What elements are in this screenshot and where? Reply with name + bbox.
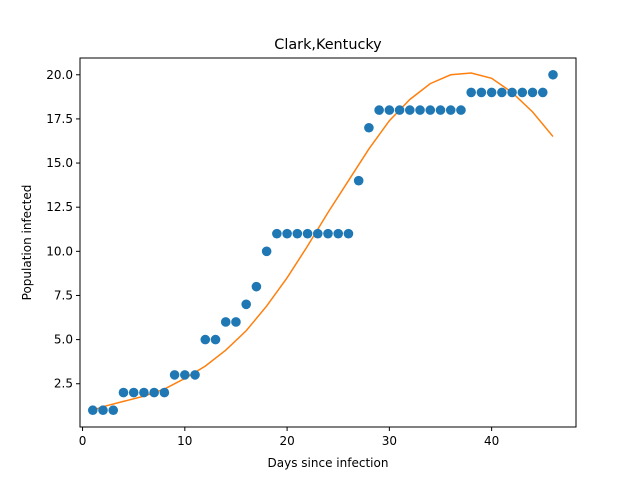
data-point — [476, 87, 487, 98]
data-point — [200, 334, 211, 345]
y-axis-label: Population infected — [20, 185, 34, 301]
data-point — [159, 387, 170, 398]
x-axis-label: Days since infection — [268, 456, 389, 470]
data-point — [128, 387, 139, 398]
data-point — [108, 405, 119, 416]
chart-title: Clark,Kentucky — [274, 37, 382, 53]
data-point — [282, 228, 292, 239]
data-point — [415, 105, 425, 115]
data-point — [180, 370, 190, 380]
data-point — [190, 370, 200, 380]
data-point — [364, 122, 374, 133]
data-point — [231, 317, 241, 327]
data-point — [312, 228, 323, 239]
y-tick-label: 2.5 — [54, 377, 73, 391]
data-point — [466, 87, 476, 98]
data-point — [353, 175, 364, 186]
data-point — [292, 228, 303, 239]
data-point — [251, 281, 262, 292]
fit-line — [92, 72, 554, 411]
data-point — [210, 334, 221, 345]
y-tick-label: 15.0 — [46, 156, 73, 170]
data-point — [537, 87, 548, 98]
data-point — [261, 246, 272, 257]
data-point — [394, 105, 405, 115]
x-tick-label: 40 — [484, 434, 499, 448]
x-tick-label: 20 — [279, 434, 294, 448]
data-point — [98, 405, 108, 416]
y-tick-label: 7.5 — [54, 288, 73, 302]
data-point — [343, 228, 354, 239]
data-point — [139, 387, 149, 398]
data-point — [272, 228, 282, 239]
data-point — [220, 317, 231, 327]
data-point — [405, 105, 415, 115]
y-tick-label: 12.5 — [46, 200, 73, 214]
data-point — [456, 105, 466, 115]
x-tick-label: 0 — [79, 434, 87, 448]
data-point — [241, 299, 251, 310]
plot-area — [87, 69, 558, 416]
data-point — [333, 228, 344, 239]
data-point — [323, 228, 333, 239]
y-tick-label: 10.0 — [46, 244, 73, 258]
data-point — [435, 105, 446, 115]
data-point — [517, 87, 528, 98]
data-point — [445, 105, 456, 115]
plot-frame — [79, 57, 577, 428]
data-point — [149, 387, 159, 398]
data-point — [527, 87, 538, 98]
data-point — [497, 87, 507, 98]
x-tick-label: 10 — [177, 434, 192, 448]
data-point — [384, 105, 395, 115]
data-point — [169, 370, 180, 380]
data-point — [425, 105, 436, 115]
y-tick-label: 20.0 — [46, 68, 73, 82]
y-axis: 2.5 5.0 7.5 10.0 12.5 15.0 17.5 20.0 — [46, 68, 80, 391]
data-point — [302, 228, 313, 239]
x-tick-label: 30 — [382, 434, 397, 448]
data-point — [548, 69, 558, 80]
data-point — [87, 405, 98, 416]
x-axis: 0 10 20 30 40 — [79, 427, 499, 448]
y-tick-label: 5.0 — [54, 333, 73, 347]
data-point — [507, 87, 517, 98]
data-point — [374, 105, 384, 115]
data-point — [486, 87, 497, 98]
y-tick-label: 17.5 — [46, 112, 73, 126]
data-point — [118, 387, 129, 398]
